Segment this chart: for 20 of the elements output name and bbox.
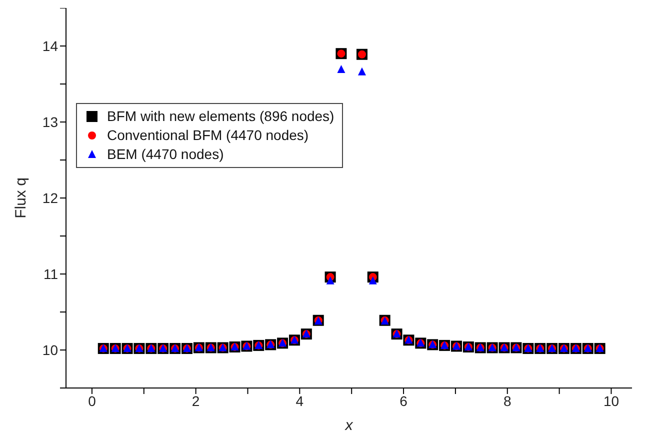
point [358, 67, 366, 76]
x-axis-title: x [344, 417, 354, 434]
x-tick-label: 10 [603, 392, 620, 409]
point [368, 276, 377, 284]
legend-label: Conventional BFM (4470 nodes) [106, 126, 310, 145]
x-tick-label: 0 [88, 392, 96, 409]
x-tick-label: 2 [192, 392, 200, 409]
y-tick-label: 13 [42, 114, 58, 130]
x-tick-label: 6 [400, 392, 408, 409]
y-axis-title: Flux q [12, 178, 30, 218]
y-tick-label: 10 [42, 342, 58, 358]
legend-label: BEM (4470 nodes) [106, 145, 225, 164]
point [326, 276, 334, 284]
x-tick-label: 8 [503, 392, 512, 409]
point [337, 65, 346, 74]
y-tick-label: 14 [42, 38, 58, 54]
y-tick-label: 11 [43, 266, 58, 282]
legend-label: BFM with new elements (896 nodes) [106, 107, 334, 126]
x-tick-label: 4 [296, 392, 304, 409]
y-tick-label: 12 [42, 190, 58, 206]
